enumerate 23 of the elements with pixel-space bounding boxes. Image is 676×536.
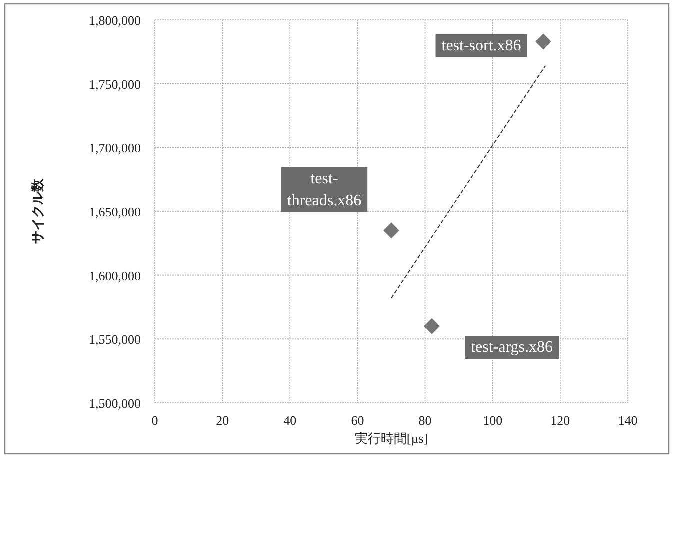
x-tick-label: 0	[152, 413, 158, 428]
y-tick-label: 1,750,000	[89, 76, 141, 92]
x-tick-label: 80	[418, 413, 432, 428]
x-tick-label: 40	[284, 413, 297, 428]
x-tick-label: 140	[618, 413, 638, 428]
x-tick-label: 60	[351, 413, 364, 428]
x-tick-label: 20	[216, 413, 230, 428]
point	[536, 34, 552, 50]
y-tick-label: 1,650,000	[89, 204, 141, 220]
annotation: test-threads.x86	[287, 170, 362, 210]
x-tick-label: 120	[550, 413, 570, 428]
point	[384, 222, 400, 239]
y-axis-title: サイクル数	[30, 178, 45, 244]
point	[424, 318, 440, 334]
annotation: test-args.x86	[471, 339, 554, 356]
x-axis-title: 実行時間[µs]	[354, 431, 428, 446]
y-tick-label: 1,700,000	[89, 140, 141, 156]
annotation: test-sort.x86	[442, 37, 522, 54]
y-tick-label: 1,500,000	[89, 396, 141, 411]
y-tick-label: 1,600,000	[89, 268, 141, 284]
x-tick-label: 100	[483, 413, 503, 428]
y-tick-label: 1,550,000	[89, 332, 141, 348]
y-tick-label: 1,800,000	[89, 13, 141, 28]
